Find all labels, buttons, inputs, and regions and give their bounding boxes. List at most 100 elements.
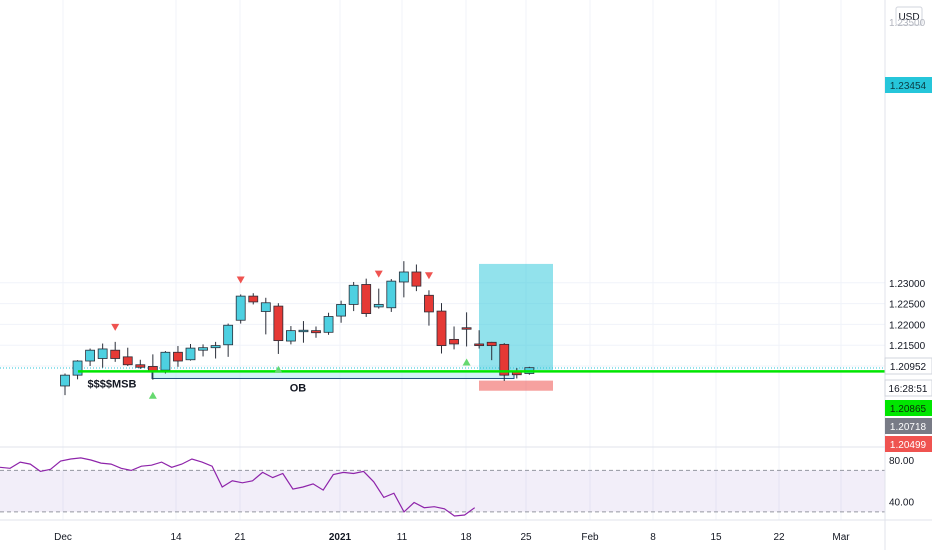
candle-bull[interactable] [223, 323, 234, 357]
candle-body [210, 345, 221, 349]
price-tick-label: 1.22000 [889, 320, 926, 331]
candle-body [449, 338, 459, 345]
price-tag-bg [884, 379, 932, 397]
candle-bull[interactable] [285, 326, 296, 345]
price-tag-text: 1.23454 [890, 81, 927, 92]
price-tag-text: 16:28:51 [889, 384, 928, 395]
candle-bear[interactable] [122, 347, 133, 366]
candle-body [373, 304, 384, 308]
candle-bull[interactable] [348, 281, 359, 312]
candle-bull[interactable] [386, 279, 397, 312]
candle-body [72, 360, 83, 376]
candle-body [198, 347, 208, 351]
currency-label: USD [898, 12, 919, 23]
time-tick-label: Dec [54, 532, 72, 543]
price-axis-tag: 1.20865 [885, 400, 932, 416]
currency-badge[interactable] [895, 6, 923, 26]
candle-body [135, 364, 146, 368]
candle-bull[interactable] [235, 294, 246, 324]
candle-bull[interactable] [160, 351, 171, 374]
candle-bear[interactable] [110, 341, 121, 362]
candle-body [411, 271, 422, 287]
price-tag-bg [884, 357, 932, 375]
candle-bear[interactable] [499, 343, 510, 381]
candle-bull[interactable] [336, 300, 347, 323]
time-tick-label: Feb [581, 532, 599, 543]
candle-bear[interactable] [449, 326, 459, 350]
price-axis-tag: 1.23454 [885, 77, 932, 93]
candle-bull[interactable] [260, 297, 271, 335]
candle-body [348, 284, 359, 305]
price-tag-text: 1.20865 [890, 404, 927, 415]
candle-bear[interactable] [436, 303, 447, 354]
rsi-band [0, 470, 885, 512]
price-tick-label: 1.22500 [889, 300, 926, 311]
candle-body [336, 304, 347, 317]
candle-body [223, 324, 234, 346]
candle-bear[interactable] [461, 312, 472, 347]
candle-bull[interactable] [97, 343, 108, 368]
candle-bear[interactable] [486, 341, 497, 361]
candle-body [298, 329, 309, 333]
candle-body [260, 302, 271, 312]
price-labels: 1.23454 1.20952 16:28:51 1.20865 1.20718 1.20… [884, 77, 932, 452]
price-tag-text: 1.20499 [890, 440, 927, 451]
fractal-down-marker [424, 272, 433, 280]
price-tag-bg [885, 77, 932, 93]
price-tick-label: 1.21500 [889, 341, 926, 352]
candles[interactable] [60, 261, 535, 396]
price-tag-bg [885, 436, 932, 452]
candle-bull[interactable] [85, 348, 95, 366]
candle-body [85, 349, 95, 362]
time-tick-label: 15 [710, 532, 722, 543]
candle-body [110, 349, 121, 359]
price-tag-text: 1.20718 [890, 422, 927, 433]
candle-bear[interactable] [411, 264, 422, 292]
time-tick-label: 14 [170, 532, 182, 543]
candle-bear[interactable] [474, 330, 485, 349]
candle-bull[interactable] [323, 312, 334, 335]
candle-bull[interactable] [72, 360, 83, 380]
candle-bull[interactable] [198, 344, 208, 357]
candle-body [398, 271, 409, 283]
candle-body [173, 351, 183, 362]
candle-bear[interactable] [424, 290, 434, 326]
candle-body [273, 305, 284, 342]
candle-bull[interactable] [298, 321, 309, 343]
msb-label: $$$$MSB [88, 378, 137, 390]
candle-body [436, 310, 447, 347]
candle-bull[interactable] [185, 343, 196, 361]
candle-bear[interactable] [173, 346, 183, 367]
candle-body [185, 347, 196, 361]
price-axis-tag: 1.20718 [885, 418, 932, 434]
candle-body [160, 351, 171, 371]
candle-bear[interactable] [248, 293, 259, 305]
time-tick-label: 22 [773, 532, 785, 543]
candle-bull[interactable] [373, 288, 384, 309]
order-block-label: OB [290, 382, 307, 394]
time-tick-label: 21 [234, 532, 246, 543]
candle-bear[interactable] [273, 303, 284, 354]
rsi-tick-label: 80.00 [889, 456, 914, 467]
time-tick-label: 18 [460, 532, 472, 543]
candle-bull[interactable] [210, 341, 221, 359]
candle-bear[interactable] [361, 278, 372, 317]
price-tick-label: 1.23000 [889, 279, 926, 290]
candle-body [386, 280, 397, 309]
candle-body [474, 343, 485, 347]
candle-body [97, 348, 108, 359]
candle-bear[interactable] [135, 359, 146, 369]
candle-body [361, 284, 372, 314]
candle-bull[interactable] [398, 261, 409, 298]
price-axis-tag: 1.20499 [885, 436, 932, 452]
rsi-line [0, 457, 476, 517]
candle-body [248, 295, 259, 303]
candle-body [323, 316, 334, 333]
candle-bear[interactable] [311, 326, 321, 338]
rsi-pane[interactable]: 80.00 40.00 [0, 456, 914, 517]
candle-body [60, 374, 70, 387]
candle-bull[interactable] [60, 373, 70, 396]
candle-body [486, 341, 497, 347]
